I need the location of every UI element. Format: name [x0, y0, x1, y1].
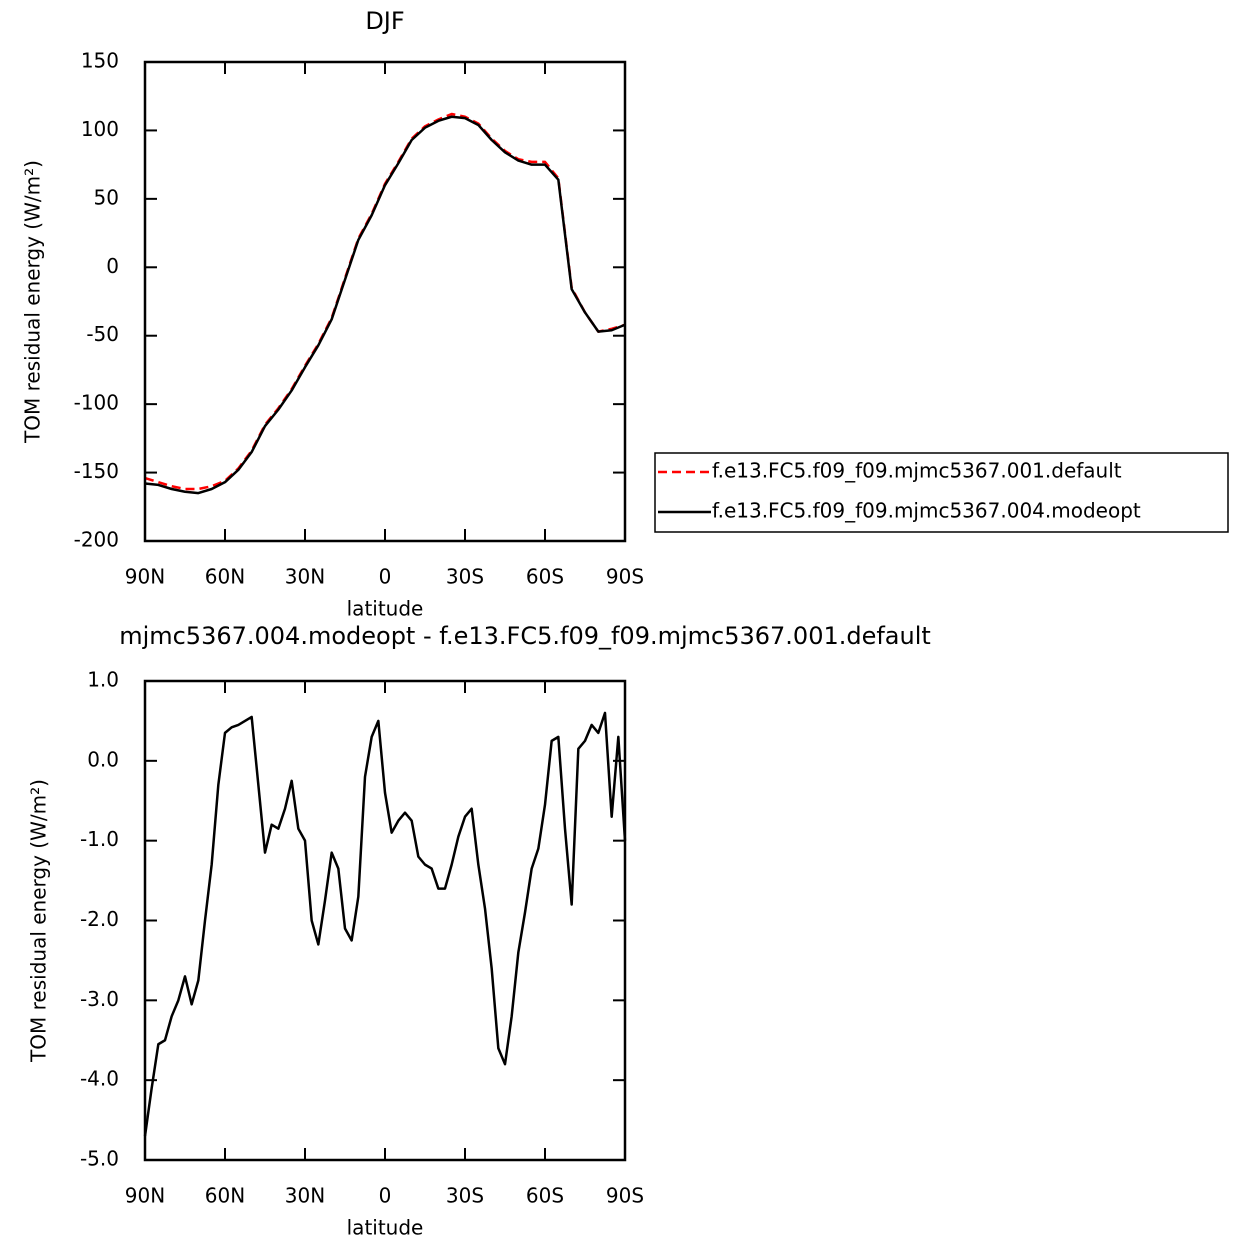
y-tick-label: 150 — [81, 49, 119, 73]
x-tick-label: 90S — [606, 565, 644, 589]
y-tick-label: -1.0 — [80, 827, 119, 851]
data-line — [144, 112, 626, 491]
legend-label: f.e13.FC5.f09_f09.mjmc5367.001.default — [712, 459, 1122, 483]
x-tick-label: 30S — [446, 1184, 484, 1208]
y-tick-label: 0 — [106, 254, 119, 278]
x-tick-label: 60S — [526, 1184, 564, 1208]
y-tick-label: -5.0 — [80, 1147, 119, 1171]
x-tick-label: 90N — [125, 1184, 165, 1208]
x-tick-label: 30S — [446, 565, 484, 589]
x-tick-label: 30N — [285, 1184, 325, 1208]
x-tick-label: 60N — [205, 1184, 245, 1208]
legend-box — [654, 452, 1229, 533]
plot-frame — [143, 679, 627, 1162]
y-axis-label: TOM residual energy (W/m²) — [27, 779, 51, 1063]
y-tick-label: -100 — [74, 391, 119, 415]
y-tick-label: -50 — [86, 322, 119, 346]
x-tick-label: 0 — [379, 565, 392, 589]
chart-title: mjmc5367.004.modeopt - f.e13.FC5.f09_f09… — [119, 622, 931, 650]
data-line — [144, 115, 626, 495]
chart-title: DJF — [365, 7, 404, 35]
x-tick-label: 30N — [285, 565, 325, 589]
x-tick-label: 60S — [526, 565, 564, 589]
data-line — [143, 711, 627, 1137]
y-tick-label: 1.0 — [87, 668, 119, 692]
x-axis-label: latitude — [347, 597, 424, 621]
y-tick-label: -3.0 — [80, 987, 119, 1011]
y-tick-label: 100 — [81, 117, 119, 141]
plot-frame — [143, 60, 627, 543]
y-tick-label: 0.0 — [87, 747, 119, 771]
x-axis-label: latitude — [347, 1216, 424, 1240]
x-tick-label: 90S — [606, 1184, 644, 1208]
y-tick-label: 50 — [94, 185, 119, 209]
x-tick-label: 0 — [379, 1184, 392, 1208]
legend-label: f.e13.FC5.f09_f09.mjmc5367.004.modeopt — [712, 499, 1141, 523]
y-tick-label: -150 — [74, 459, 119, 483]
y-tick-label: -2.0 — [80, 907, 119, 931]
y-tick-label: -4.0 — [80, 1067, 119, 1091]
y-tick-label: -200 — [74, 528, 119, 552]
x-tick-label: 90N — [125, 565, 165, 589]
y-axis-label: TOM residual energy (W/m²) — [21, 160, 45, 444]
x-tick-label: 60N — [205, 565, 245, 589]
